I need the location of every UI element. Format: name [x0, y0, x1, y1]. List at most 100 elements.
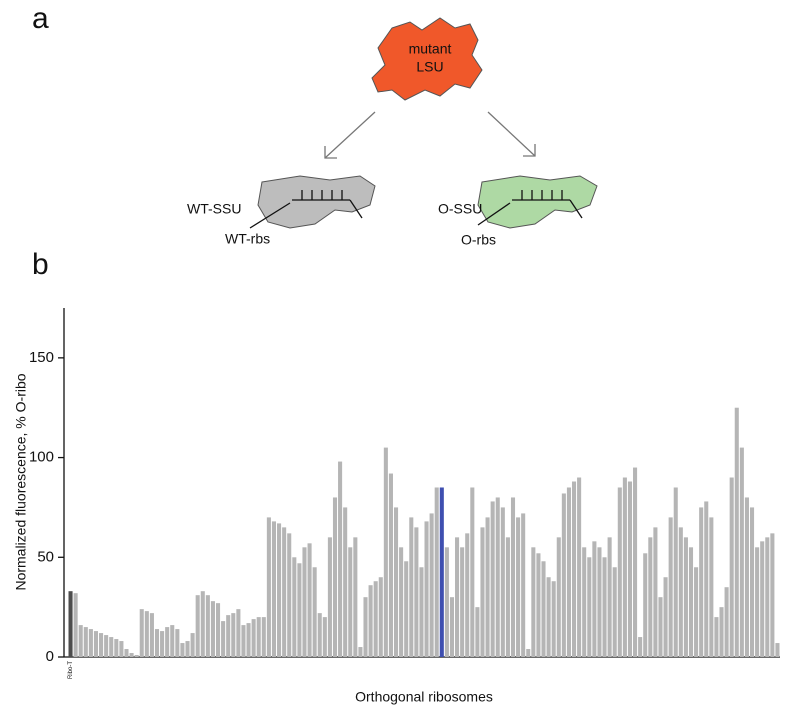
bar: [643, 553, 648, 657]
bar: [338, 461, 343, 657]
bar: [495, 497, 500, 657]
bar: [139, 609, 144, 657]
bar: [149, 613, 154, 657]
bar: [760, 541, 765, 657]
bar: [317, 613, 322, 657]
bar: [383, 447, 388, 657]
bar: [556, 537, 561, 657]
bar: [668, 517, 673, 657]
bar: [180, 643, 185, 657]
bar: [739, 447, 744, 657]
bar: [719, 607, 724, 657]
bar: [104, 635, 109, 657]
bar: [231, 613, 236, 657]
arrows: [324, 111, 536, 159]
bar: [399, 547, 404, 657]
bar: [673, 487, 678, 657]
bar: [124, 649, 129, 657]
bar: [353, 537, 358, 657]
panel-label: b: [32, 248, 49, 281]
bar: [261, 617, 266, 657]
bar: [297, 563, 302, 657]
bar: [287, 533, 292, 657]
o-ssu-label: O-SSU: [438, 201, 482, 217]
bar: [175, 629, 180, 657]
bar: [724, 587, 729, 657]
bar: [561, 493, 566, 657]
bar: [251, 619, 256, 657]
bar: [165, 627, 170, 657]
bar: [597, 547, 602, 657]
bar: [541, 561, 546, 657]
bar: [694, 567, 699, 657]
bar: [648, 537, 653, 657]
lsu-shape: [371, 17, 483, 101]
bar: [78, 625, 83, 657]
bar: [749, 507, 755, 657]
bar: [307, 543, 312, 657]
bar: [348, 547, 353, 657]
bar: [83, 627, 88, 657]
bar: [226, 615, 231, 657]
bar: [160, 631, 165, 657]
bar: [714, 617, 719, 657]
bar: [332, 497, 338, 657]
bar: [571, 481, 577, 657]
bar: [154, 629, 160, 657]
bar: [109, 637, 114, 657]
bar: [277, 523, 282, 657]
bar: [699, 507, 704, 657]
bar: [449, 597, 455, 657]
bar: [73, 593, 78, 657]
bar: [516, 517, 521, 657]
bar: [144, 611, 149, 657]
bar: [612, 567, 617, 657]
wt-ssu-shape: [257, 175, 376, 229]
bar: [470, 487, 475, 657]
bar: [607, 537, 612, 657]
bar: [770, 533, 775, 657]
bar: [99, 633, 104, 657]
bar: [236, 609, 241, 657]
bar: [205, 595, 210, 657]
bar: [292, 557, 297, 657]
bar: [683, 537, 688, 657]
bar: [388, 473, 393, 657]
bar: [633, 467, 638, 657]
bar: [510, 497, 516, 657]
bar: [256, 617, 261, 657]
o-rbs-label: O-rbs: [461, 232, 496, 248]
bar: [663, 577, 668, 657]
bar: [185, 641, 190, 657]
rrna-marks: [249, 190, 583, 229]
bar: [429, 513, 434, 657]
bar: [114, 639, 119, 657]
bar: [709, 517, 714, 657]
bar: [414, 527, 419, 657]
bar: [444, 547, 449, 657]
bar: [622, 477, 627, 657]
bar: [378, 577, 383, 657]
bar: [200, 591, 205, 657]
lsu-label: mutant: [409, 41, 452, 57]
bar: [500, 507, 505, 657]
bar: [271, 521, 277, 657]
bar: [465, 533, 470, 657]
bar: [368, 585, 373, 657]
bar: [592, 541, 597, 657]
bar: [363, 597, 368, 657]
bar: [602, 557, 607, 657]
bar: [627, 481, 633, 657]
bar: [536, 553, 541, 657]
bar: [312, 567, 317, 657]
bar: [434, 487, 439, 657]
bar: [439, 487, 444, 657]
bar: [68, 591, 73, 657]
y-axis-label: Normalized fluorescence, % O-ribo: [13, 373, 29, 590]
bar: [577, 477, 582, 657]
bar: [343, 507, 348, 657]
bar: [582, 547, 587, 657]
bar: [587, 557, 592, 657]
bar: [678, 527, 683, 657]
